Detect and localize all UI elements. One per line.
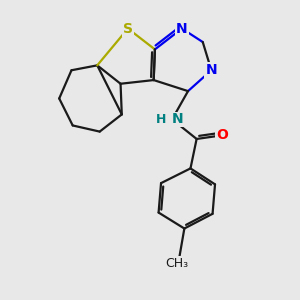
- Text: O: O: [216, 128, 228, 142]
- Text: N: N: [176, 22, 188, 35]
- Text: CH₃: CH₃: [165, 257, 189, 270]
- Text: H: H: [156, 113, 166, 126]
- Text: N: N: [172, 112, 184, 126]
- Text: N: N: [206, 63, 217, 77]
- Text: S: S: [123, 22, 133, 35]
